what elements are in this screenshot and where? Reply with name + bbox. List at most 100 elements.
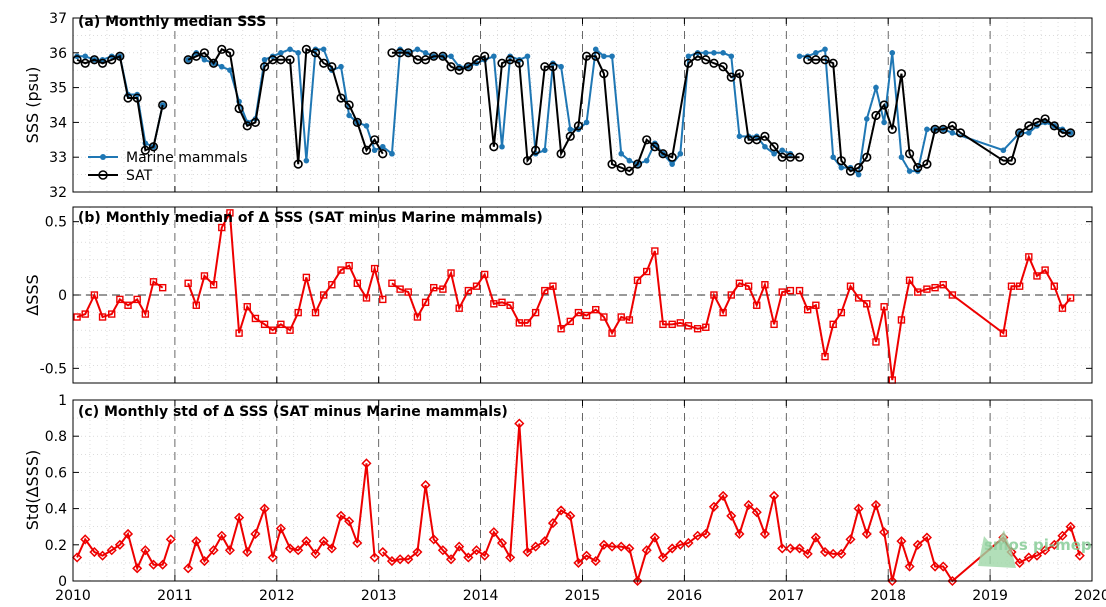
data-point bbox=[448, 53, 454, 60]
data-point bbox=[148, 559, 159, 570]
data-point bbox=[123, 93, 133, 103]
data-point bbox=[592, 305, 600, 314]
data-point bbox=[769, 490, 780, 501]
data-point bbox=[361, 145, 372, 155]
legend-sat-marker bbox=[98, 170, 108, 180]
data-point bbox=[420, 480, 431, 491]
data-point bbox=[921, 532, 932, 543]
data-point bbox=[395, 554, 406, 565]
data-point bbox=[873, 84, 879, 91]
data-point bbox=[651, 247, 659, 255]
data-point bbox=[601, 53, 607, 60]
data-point bbox=[837, 308, 846, 317]
data-point bbox=[864, 116, 870, 122]
data-point bbox=[556, 505, 567, 516]
data-point bbox=[463, 62, 473, 72]
data-point bbox=[1025, 253, 1033, 261]
data-point bbox=[702, 323, 710, 331]
data-point bbox=[736, 133, 743, 140]
data-point bbox=[753, 301, 761, 309]
panel-title: (c) Monthly std of Δ SSS (SAT minus Mari… bbox=[78, 404, 508, 420]
data-point bbox=[422, 50, 429, 56]
data-point bbox=[626, 157, 633, 164]
data-point bbox=[480, 51, 490, 61]
data-point bbox=[836, 548, 847, 559]
data-point bbox=[658, 149, 668, 159]
data-point bbox=[565, 131, 575, 141]
data-point bbox=[668, 320, 676, 329]
data-point bbox=[863, 300, 871, 308]
panel-monthly-median-delta-sss: -0.5 0 0.5 (b) Monthly median of Δ SSS (SAT… bbox=[23, 206, 1093, 384]
data-point bbox=[414, 46, 421, 53]
data-point bbox=[479, 550, 490, 561]
data-point bbox=[685, 53, 692, 60]
y-tick-label: 1 bbox=[58, 393, 67, 409]
legend-marine-marker bbox=[100, 154, 106, 160]
data-point bbox=[243, 303, 251, 311]
data-point bbox=[183, 563, 194, 574]
data-point bbox=[828, 548, 839, 559]
logo-text: smos pi-mep bbox=[984, 536, 1092, 554]
data-point bbox=[779, 147, 786, 154]
data-point bbox=[735, 279, 744, 287]
data-point bbox=[607, 159, 617, 169]
panel-monthly-median-sss: 32 33 34 35 36 37 (a) Monthly median SSS SSS (p… bbox=[23, 11, 1093, 201]
data-point bbox=[216, 530, 227, 541]
data-point bbox=[116, 295, 124, 304]
data-point bbox=[404, 288, 412, 296]
data-point bbox=[428, 534, 439, 545]
data-point bbox=[471, 545, 482, 556]
series-line bbox=[77, 55, 164, 149]
legend-marine-label: Marine mammals bbox=[126, 150, 248, 166]
series-delta bbox=[73, 209, 1075, 384]
data-point bbox=[438, 51, 448, 61]
data-point bbox=[728, 53, 735, 60]
data-point bbox=[209, 58, 219, 68]
data-point bbox=[498, 298, 506, 307]
data-point bbox=[949, 130, 956, 136]
data-point bbox=[471, 55, 482, 65]
data-point bbox=[683, 537, 694, 549]
data-point bbox=[412, 546, 423, 558]
data-point bbox=[822, 46, 828, 53]
data-point bbox=[413, 313, 422, 321]
data-point bbox=[583, 119, 590, 126]
data-point bbox=[294, 308, 302, 317]
data-point bbox=[624, 543, 635, 554]
data-point bbox=[251, 314, 260, 323]
data-point bbox=[234, 103, 244, 114]
data-point bbox=[642, 267, 651, 276]
data-point bbox=[115, 51, 125, 61]
data-point bbox=[609, 53, 615, 60]
x-tick-label: 2018 bbox=[870, 588, 906, 604]
y-axis-label: SSS (psu) bbox=[23, 67, 42, 144]
y-axis-label: ΔSSS bbox=[23, 274, 42, 315]
data-point bbox=[1031, 550, 1043, 561]
data-point bbox=[310, 48, 321, 58]
data-point bbox=[370, 264, 379, 273]
data-point bbox=[183, 55, 193, 65]
data-point bbox=[683, 58, 694, 68]
data-point bbox=[379, 143, 386, 150]
series-line bbox=[76, 280, 164, 319]
data-point bbox=[734, 528, 745, 540]
data-point bbox=[1023, 552, 1034, 563]
data-point bbox=[1026, 130, 1032, 136]
x-tick-label: 2020 bbox=[1074, 588, 1106, 604]
data-point bbox=[337, 266, 345, 274]
data-point bbox=[472, 282, 481, 290]
data-point bbox=[898, 154, 905, 160]
data-point bbox=[320, 46, 327, 53]
data-point bbox=[81, 310, 89, 318]
data-point bbox=[720, 50, 726, 56]
data-point bbox=[726, 510, 737, 521]
data-point bbox=[855, 171, 862, 178]
data-point bbox=[702, 50, 709, 56]
data-point bbox=[293, 545, 304, 556]
data-point bbox=[999, 329, 1008, 337]
data-point bbox=[700, 528, 711, 540]
data-point bbox=[573, 121, 584, 131]
data-point bbox=[829, 320, 837, 329]
data-point bbox=[302, 273, 311, 282]
x-tick-label: 2014 bbox=[463, 588, 499, 604]
